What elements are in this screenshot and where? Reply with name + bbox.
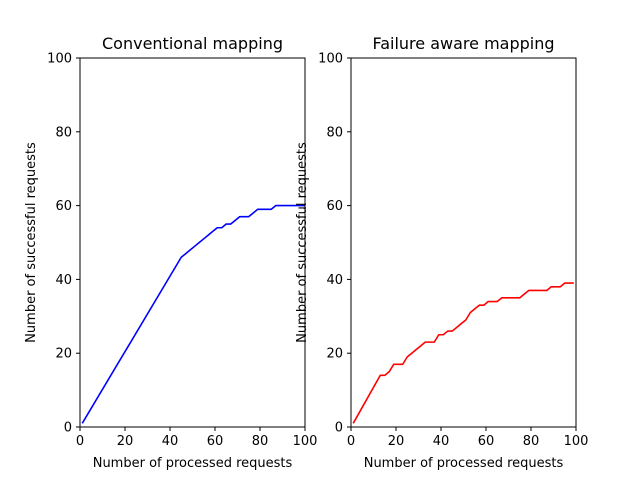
y-tick-label: 20 [326, 347, 343, 362]
chart-title: Conventional mapping [102, 34, 283, 53]
y-tick-label: 60 [55, 199, 72, 214]
y-tick-label: 0 [335, 421, 343, 436]
y-tick-label: 60 [326, 199, 343, 214]
x-tick-label: 100 [564, 434, 589, 449]
y-tick-label: 100 [318, 52, 343, 67]
y-tick-label: 80 [55, 125, 72, 140]
axes-frame [350, 57, 577, 428]
y-tick-label: 40 [326, 273, 343, 288]
y-tick-label: 0 [64, 421, 72, 436]
chart-panel-1: 0 20 40 60 80 100 0 20 40 60 80 100 Conventional map… [24, 34, 317, 471]
x-axis-label: Number of processed requests [364, 456, 564, 471]
x-tick-label: 80 [523, 434, 540, 449]
y-axis-label: Number of successful requests [295, 142, 310, 343]
y-tick-label: 40 [55, 273, 72, 288]
y-tick-label: 100 [47, 52, 72, 67]
x-tick-label: 40 [433, 434, 450, 449]
x-tick-label: 0 [347, 434, 355, 449]
chart-panel-2: 0 20 40 60 80 100 0 20 40 60 80 100 Failure aware ma… [295, 34, 588, 471]
x-tick-label: 20 [388, 434, 405, 449]
y-tick-label: 20 [55, 347, 72, 362]
series-line-1 [352, 282, 574, 424]
x-axis-label: Number of processed requests [93, 456, 293, 471]
x-tick-label: 80 [252, 434, 269, 449]
x-tick-label: 40 [162, 434, 179, 449]
x-tick-label: 0 [76, 434, 84, 449]
chart-title: Failure aware mapping [372, 34, 554, 53]
axes-frame [79, 57, 306, 428]
x-tick-label: 100 [293, 434, 318, 449]
y-axis-label: Number of successful requests [24, 142, 39, 343]
x-tick-label: 60 [207, 434, 224, 449]
series-line-1 [81, 204, 305, 424]
x-tick-label: 60 [478, 434, 495, 449]
x-tick-label: 20 [117, 434, 134, 449]
y-tick-label: 80 [326, 125, 343, 140]
